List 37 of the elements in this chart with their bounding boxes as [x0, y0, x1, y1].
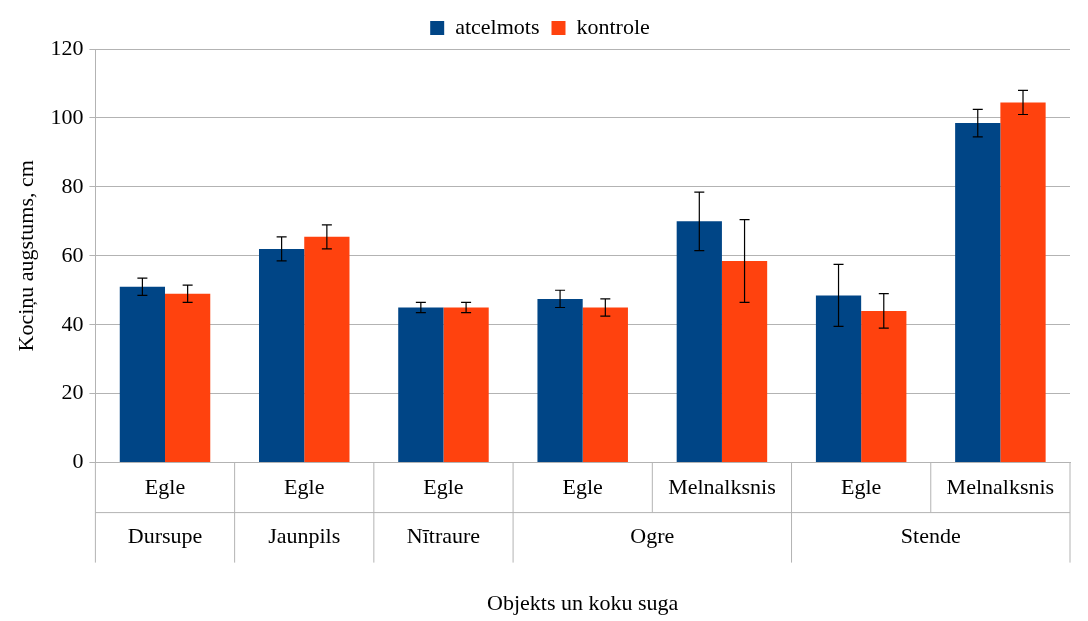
x-tick-label: Egle	[840, 473, 882, 499]
legend-label: kontrole	[576, 13, 650, 39]
text: Ogre	[630, 523, 675, 549]
bar	[165, 293, 211, 463]
x-tick-label: Egle	[144, 473, 186, 499]
y-tick-label: 60	[61, 241, 84, 267]
bar	[119, 286, 166, 463]
bar	[443, 307, 489, 463]
bar	[537, 298, 583, 463]
bar	[258, 248, 305, 463]
bar	[676, 221, 722, 463]
y-tick-label: 120	[50, 34, 84, 60]
legend-label: atcelmots	[455, 13, 540, 39]
y-tick-label: 100	[50, 103, 84, 129]
bar	[815, 295, 862, 463]
bar	[955, 123, 1001, 463]
bar	[861, 310, 907, 463]
text: Nītraure	[406, 523, 481, 549]
y-tick-label: 40	[61, 310, 84, 336]
x-tick-label: Egle	[562, 473, 603, 499]
x-tick-label: Melnalksnis	[946, 473, 1055, 499]
y-axis-title: Kociņu augstums, cm	[12, 160, 38, 352]
bar	[398, 307, 444, 463]
y-tick-label: 20	[61, 379, 84, 405]
text: Jaunpils	[268, 523, 341, 549]
text: Dursupe	[127, 523, 203, 549]
bar	[304, 236, 350, 463]
x-tick-label: Melnalksnis	[668, 473, 776, 499]
bar	[1000, 102, 1046, 463]
text: Stende	[900, 523, 961, 549]
x-axis-title: Objekts un koku suga	[487, 590, 679, 616]
y-tick-label: 80	[61, 172, 84, 198]
bar	[582, 307, 628, 463]
bar	[721, 260, 768, 463]
x-tick-label: Egle	[284, 473, 325, 499]
y-tick-label: 0	[72, 448, 84, 474]
x-tick-label: Egle	[423, 473, 464, 499]
